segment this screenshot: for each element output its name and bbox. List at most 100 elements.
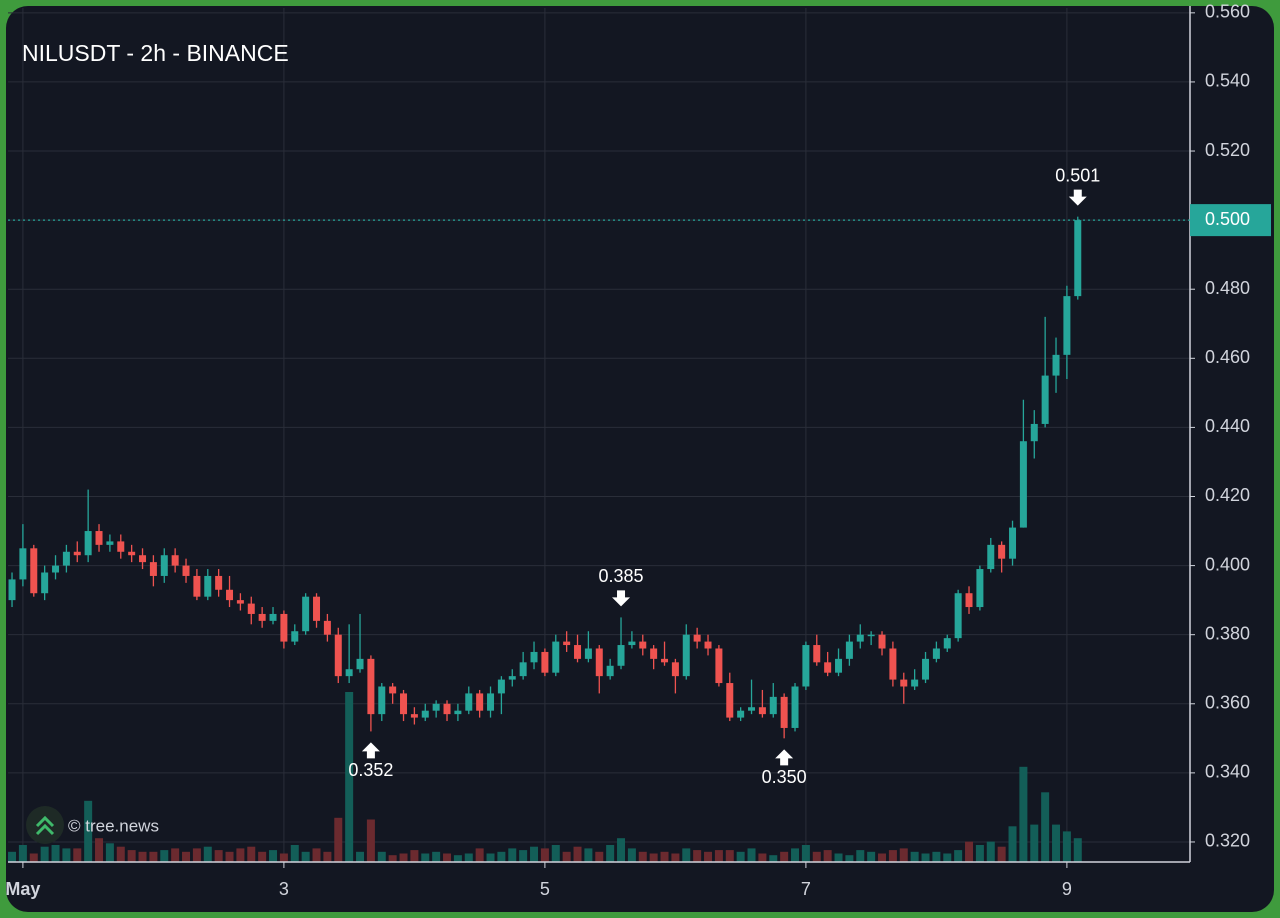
candle-body bbox=[139, 555, 147, 563]
candle-body bbox=[313, 596, 321, 621]
y-tick-label: 0.460 bbox=[1205, 347, 1250, 367]
volume-bar bbox=[725, 850, 734, 862]
candle-body bbox=[1074, 220, 1082, 297]
volume-bar bbox=[1041, 792, 1050, 862]
volume-bar bbox=[323, 851, 332, 862]
annotation-arrow bbox=[612, 590, 631, 607]
volume-bar bbox=[464, 853, 473, 862]
candle-body bbox=[236, 600, 244, 604]
candle-body bbox=[1063, 296, 1071, 355]
candle-body bbox=[704, 641, 712, 649]
volume-bar bbox=[192, 848, 201, 862]
candle-body bbox=[769, 696, 777, 715]
volume-bar bbox=[617, 838, 626, 862]
watermark: © tree.news bbox=[68, 816, 159, 835]
candle-body bbox=[1030, 423, 1038, 442]
volume-bar bbox=[247, 846, 256, 862]
volume-bar bbox=[736, 851, 745, 862]
volume-bar bbox=[932, 851, 941, 862]
candle-body bbox=[998, 544, 1006, 559]
volume-bar bbox=[530, 846, 539, 862]
candle-body bbox=[954, 593, 962, 639]
candle-body bbox=[323, 620, 331, 635]
candle-body bbox=[943, 638, 951, 649]
candle-body bbox=[574, 645, 582, 659]
volume-bar bbox=[29, 853, 38, 862]
candle-body bbox=[552, 641, 560, 673]
candle-body bbox=[693, 634, 701, 642]
candle-body bbox=[269, 613, 277, 621]
candle-body bbox=[726, 683, 734, 718]
candle-body bbox=[193, 575, 201, 597]
volume-bar bbox=[127, 850, 136, 862]
volume-bar bbox=[1073, 838, 1082, 862]
candle-body bbox=[226, 589, 234, 601]
volume-bar bbox=[258, 851, 267, 862]
volume-bar bbox=[290, 845, 299, 862]
candle-body bbox=[160, 555, 168, 576]
candle-body bbox=[715, 648, 723, 684]
volume-bar bbox=[18, 845, 27, 862]
annotation-label: 0.350 bbox=[762, 767, 807, 787]
candle-body bbox=[215, 575, 223, 590]
candle-body bbox=[922, 658, 930, 680]
volume-bar bbox=[203, 846, 212, 862]
y-tick-label: 0.400 bbox=[1205, 554, 1250, 574]
candle-body bbox=[52, 565, 60, 573]
candle-body bbox=[617, 645, 625, 666]
volume-bar bbox=[95, 838, 104, 862]
volume-bar bbox=[965, 841, 974, 862]
candle-body bbox=[563, 641, 571, 646]
volume-bar bbox=[1062, 831, 1071, 862]
candle-body bbox=[541, 651, 549, 673]
volume-bar bbox=[301, 851, 310, 862]
volume-bar bbox=[997, 846, 1006, 862]
candle-body bbox=[791, 686, 799, 728]
candle-body bbox=[171, 555, 179, 566]
candle-body bbox=[410, 714, 418, 718]
candle-body bbox=[367, 658, 375, 715]
volume-bar bbox=[182, 851, 191, 862]
volume-bar bbox=[693, 850, 702, 862]
annotation-arrow bbox=[775, 749, 794, 766]
candle-body bbox=[182, 565, 190, 576]
volume-bar bbox=[149, 851, 158, 862]
volume-bar bbox=[834, 853, 843, 862]
volume-bar bbox=[649, 853, 658, 862]
volume-bar bbox=[160, 850, 169, 862]
candle-body bbox=[1009, 527, 1017, 559]
volume-bar bbox=[62, 848, 71, 862]
candle-body bbox=[30, 548, 38, 594]
volume-bar bbox=[377, 851, 386, 862]
annotation-label: 0.352 bbox=[348, 760, 393, 780]
candle-body bbox=[758, 707, 766, 715]
volume-bar bbox=[116, 846, 125, 862]
candle-body bbox=[356, 658, 364, 670]
volume-bar bbox=[758, 853, 767, 862]
volume-bar bbox=[867, 851, 876, 862]
volume-bar bbox=[769, 855, 778, 862]
y-tick-label: 0.560 bbox=[1205, 2, 1250, 22]
volume-bar bbox=[421, 853, 430, 862]
volume-bar bbox=[954, 850, 963, 862]
candle-body bbox=[813, 645, 821, 663]
candle-body bbox=[389, 686, 397, 694]
volume-bar bbox=[943, 853, 952, 862]
candle-body bbox=[900, 679, 908, 687]
candle-body bbox=[802, 645, 810, 687]
candle-body bbox=[41, 572, 49, 594]
volume-bar bbox=[40, 846, 49, 862]
candle-body bbox=[291, 631, 299, 642]
volume-bar bbox=[356, 851, 365, 862]
volume-bar bbox=[910, 851, 919, 862]
volume-bar bbox=[366, 819, 375, 862]
candle-body bbox=[106, 541, 114, 545]
volume-bar bbox=[236, 848, 245, 862]
candle-body bbox=[400, 693, 408, 715]
candle-body bbox=[258, 613, 266, 621]
candle-body bbox=[302, 596, 310, 632]
candle-body bbox=[280, 613, 288, 642]
volume-bar bbox=[606, 845, 615, 862]
candle-body bbox=[856, 634, 864, 642]
